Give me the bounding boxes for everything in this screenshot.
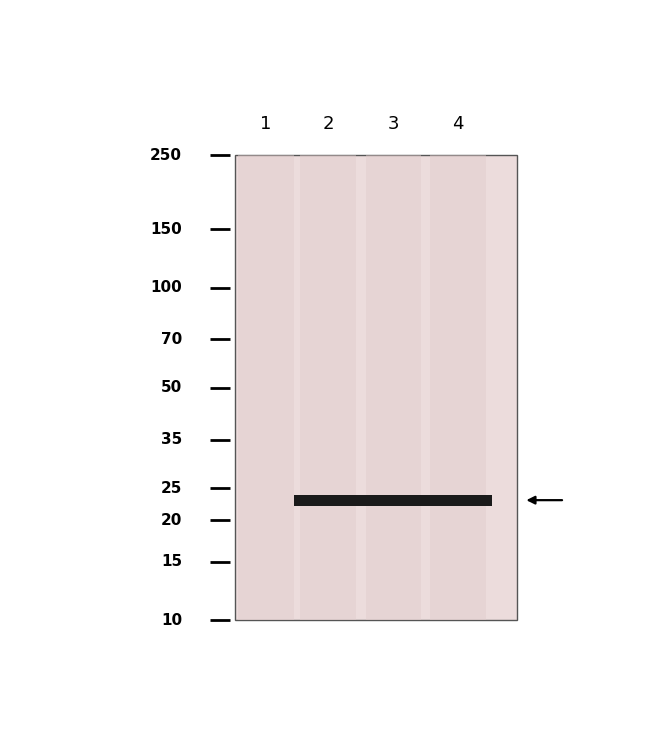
Bar [294,495,362,506]
Bar [300,155,356,621]
Text: 3: 3 [388,116,399,133]
Bar [366,155,421,621]
Text: 70: 70 [161,332,182,347]
Bar [430,155,486,621]
Bar [359,495,428,506]
Text: 150: 150 [150,222,182,236]
Text: 15: 15 [161,554,182,569]
Text: 100: 100 [150,280,182,295]
Text: 4: 4 [452,116,464,133]
Text: 1: 1 [261,116,272,133]
Text: 10: 10 [161,613,182,628]
Text: 250: 250 [150,148,182,163]
Text: 50: 50 [161,381,182,395]
Bar [235,155,517,621]
Bar [239,155,294,621]
Text: 20: 20 [161,513,182,528]
Text: 2: 2 [322,116,334,133]
Text: 35: 35 [161,432,182,447]
Bar [424,495,492,506]
Text: 25: 25 [161,481,182,496]
